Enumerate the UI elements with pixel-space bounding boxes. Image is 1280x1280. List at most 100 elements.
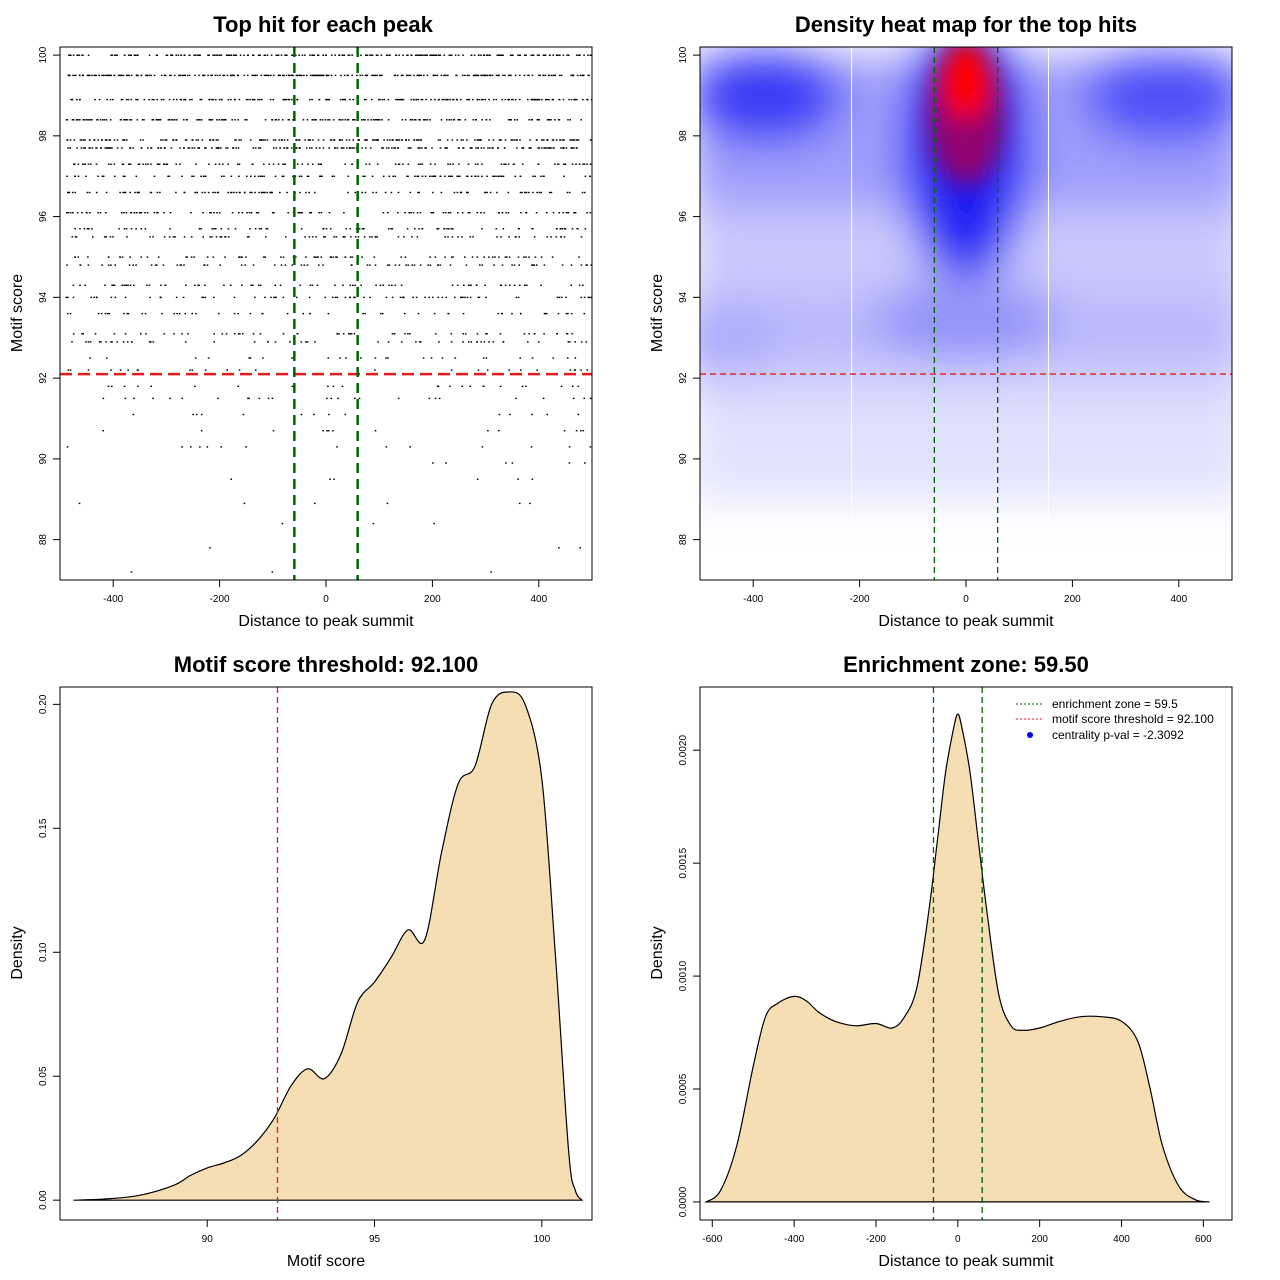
scatter-point xyxy=(104,147,107,149)
scatter-point xyxy=(460,191,463,194)
scatter-point xyxy=(211,98,213,101)
scatter-point xyxy=(195,312,197,315)
scatter-point xyxy=(523,333,526,335)
scatter-title: Top hit for each peak xyxy=(213,12,433,37)
scatter-point xyxy=(336,296,339,299)
scatter-point xyxy=(188,147,191,149)
scatter-point xyxy=(165,54,168,56)
scatter-point xyxy=(296,74,299,77)
scatter-point xyxy=(103,236,106,238)
scatter-point xyxy=(127,54,130,56)
scatter-point xyxy=(254,191,256,194)
scatter-point xyxy=(542,397,545,400)
scatter-point xyxy=(469,385,471,387)
scatter-point xyxy=(179,98,182,101)
scatter-point xyxy=(201,296,203,299)
scatter-point xyxy=(432,175,435,177)
scatter-point xyxy=(486,369,489,371)
scatter-point xyxy=(380,312,382,315)
scatter-point xyxy=(258,191,260,194)
scatter-point xyxy=(582,430,585,432)
scatter-point xyxy=(122,163,125,165)
scatter-point xyxy=(369,296,371,299)
scatter-point xyxy=(351,54,353,56)
y-tick-label: 0.0000 xyxy=(678,1186,689,1217)
scatter-point xyxy=(316,256,318,258)
scatter-point xyxy=(222,74,225,77)
scatter-point xyxy=(502,228,505,230)
scatter-point xyxy=(288,74,290,77)
scatter-point xyxy=(580,296,583,299)
scatter-point xyxy=(335,256,337,258)
scatter-point xyxy=(156,98,158,101)
distance-density-panel: Enrichment zone: 59.50 -600 -400 -200 0 200 4… xyxy=(649,652,1233,1270)
scatter-point xyxy=(523,256,525,258)
scatter-point xyxy=(155,54,158,56)
scatter-point xyxy=(382,284,384,286)
scatter-point xyxy=(172,119,174,121)
scatter-point xyxy=(528,256,530,258)
scatter-point xyxy=(537,147,539,149)
x-tick-label: -400 xyxy=(103,594,123,605)
scatter-point xyxy=(561,228,564,230)
scatter-point xyxy=(155,264,158,266)
scatter-point xyxy=(298,139,301,141)
scatter-point xyxy=(220,54,223,56)
scatter-point xyxy=(188,54,191,56)
scatter-point xyxy=(534,175,536,177)
scatter-point xyxy=(190,446,192,448)
scatter-point xyxy=(132,413,135,416)
scatter-point xyxy=(391,228,394,230)
scatter-point xyxy=(454,357,457,359)
scatter-point xyxy=(247,54,249,56)
scatter-point xyxy=(213,341,215,343)
scatter-point xyxy=(133,284,135,286)
scatter-point xyxy=(96,119,98,121)
scatter-point xyxy=(393,74,396,77)
scatter-point xyxy=(238,163,241,165)
distance-density-plot xyxy=(704,687,1210,1220)
scatter-point xyxy=(570,284,572,286)
scatter-point xyxy=(219,54,221,56)
scatter-point xyxy=(144,312,147,315)
scatter-point xyxy=(89,119,92,121)
scatter-point xyxy=(434,256,437,258)
scatter-point xyxy=(583,397,586,400)
scatter-point xyxy=(270,191,273,194)
scatter-point xyxy=(485,357,488,359)
scatter-point xyxy=(204,191,206,194)
scatter-point xyxy=(308,296,311,299)
scatter-point xyxy=(485,333,487,335)
scatter-point xyxy=(434,163,436,165)
scatter-point xyxy=(556,296,559,299)
scatter-point xyxy=(589,296,591,299)
scatter-point xyxy=(102,119,104,121)
scatter-point xyxy=(123,119,126,121)
scatter-point xyxy=(582,163,584,165)
scatter-point xyxy=(76,98,78,101)
scatter-point xyxy=(133,54,136,56)
scatter-point xyxy=(467,284,470,286)
scatter-point xyxy=(67,369,70,371)
scatter-point xyxy=(175,296,178,299)
scatter-point xyxy=(445,296,448,299)
scatter-point xyxy=(89,139,91,141)
scatter-point xyxy=(138,212,141,214)
scatter-point xyxy=(127,98,130,101)
scatter-point xyxy=(306,74,308,77)
scatter-point xyxy=(126,119,129,121)
scatter-point xyxy=(573,147,575,149)
scatter-point xyxy=(493,264,495,266)
scatter-point xyxy=(271,119,274,121)
score-density-title: Motif score threshold: 92.100 xyxy=(174,652,478,677)
scatter-point xyxy=(518,228,520,230)
scatter-point xyxy=(500,236,502,238)
scatter-point xyxy=(129,54,131,56)
scatter-point xyxy=(398,54,400,56)
scatter-point xyxy=(546,139,549,141)
scatter-point xyxy=(556,54,559,56)
scatter-point xyxy=(183,54,186,56)
scatter-point xyxy=(387,119,390,121)
scatter-point xyxy=(374,430,377,432)
scatter-point xyxy=(169,74,171,77)
